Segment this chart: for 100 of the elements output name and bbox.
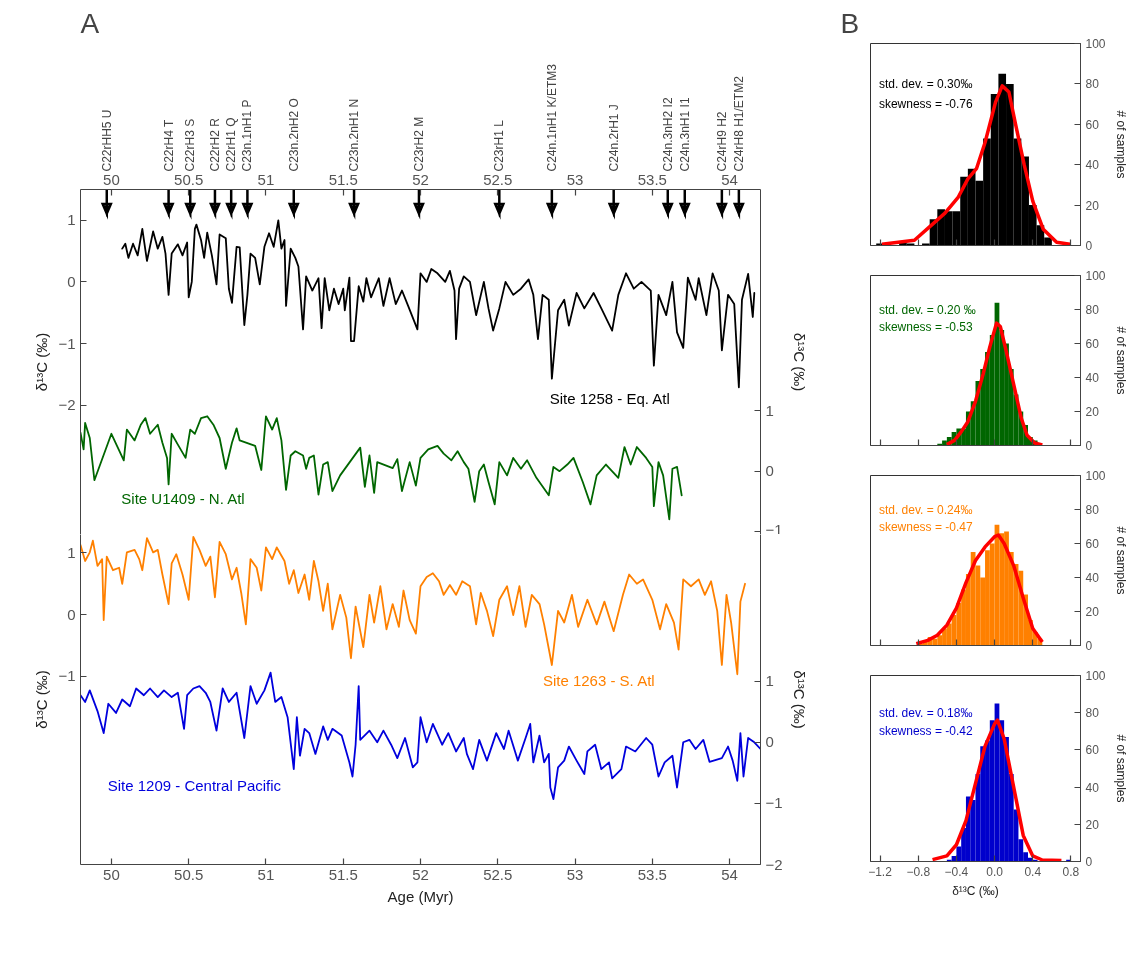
ref-line-label: C24n.1nH1 K/ETM3 — [544, 63, 559, 172]
ref-line-label: C24n.3nH1 I1 — [677, 97, 692, 172]
ref-line-label: C23n.2nH1 N — [347, 98, 362, 172]
x-tick-label: −0.8 — [906, 864, 931, 879]
series-label: Site 1209 - Central Pacific — [107, 776, 282, 794]
x-tick-label: 51 — [257, 865, 275, 883]
annotation: skewness = -0.53 — [878, 319, 973, 334]
y-tick-label: 80 — [1085, 706, 1100, 721]
y-tick-label: 1 — [67, 543, 76, 561]
y-tick-label: 0 — [67, 605, 76, 623]
y-axis-title: δ¹³C (‰) — [33, 670, 51, 729]
y-tick-label: 60 — [1085, 537, 1100, 551]
y-tick-label: −2 — [58, 396, 76, 414]
y-tick-label: 100 — [1085, 269, 1106, 283]
y-tick-label: 100 — [1085, 37, 1106, 51]
x-tick-label: 54 — [721, 170, 738, 188]
x-tick-label: 0.4 — [1024, 864, 1042, 879]
y-tick-label: 80 — [1085, 503, 1100, 517]
y-tick-label: 100 — [1085, 669, 1106, 683]
ref-line-label: C24rH9 H2 — [714, 111, 729, 172]
x-axis-title: Age (Myr) — [387, 887, 454, 905]
annotation: std. dev. = 0.20 ‰ — [878, 302, 976, 317]
annotation: std. dev. = 0.30‰ — [878, 76, 973, 91]
annotation: std. dev. = 0.24‰ — [878, 502, 973, 517]
annotation: skewness = -0.47 — [878, 519, 973, 534]
y-tick-label: 80 — [1085, 77, 1100, 92]
y-tick-label: 0 — [1085, 439, 1093, 453]
x-tick-label: 53 — [566, 865, 584, 883]
y-tick-label: 0 — [1085, 855, 1093, 869]
series-label: Site 1258 - Eq. Atl — [549, 390, 670, 408]
y-tick-label: 100 — [1085, 469, 1106, 483]
annotation: skewness = -0.42 — [878, 724, 973, 739]
y-tick-label: 0 — [1085, 639, 1093, 653]
x-tick-label: 50 — [103, 865, 120, 883]
y2-axis-title: δ¹³C (‰) — [790, 332, 808, 392]
y-tick-label: 40 — [1085, 571, 1100, 585]
y-tick-label: 0 — [67, 272, 76, 290]
ref-line-label: C22rH2 R — [207, 117, 222, 172]
y2-tick-label: −1 — [765, 520, 783, 538]
y-tick-label: −1 — [58, 667, 76, 685]
x-tick-label: 52 — [412, 865, 429, 883]
y-tick-label: 20 — [1085, 605, 1100, 619]
x-tick-label: 51 — [257, 170, 275, 188]
ref-line-label: C23rH2 M — [411, 116, 426, 172]
ref-line-label: C23rH1 L — [492, 119, 507, 172]
ref-line-label: C24n.3nH2 I2 — [660, 97, 675, 172]
y-tick-label: 20 — [1085, 198, 1100, 213]
y2-tick-label: 0 — [765, 462, 774, 480]
annotation: skewness = -0.76 — [878, 97, 973, 112]
y-axis-title: # of samples — [1113, 734, 1128, 803]
y-tick-label: 0 — [1085, 239, 1093, 253]
x-tick-label: 53.5 — [637, 865, 667, 883]
ref-line-label: C23n.2nH2 O — [286, 98, 301, 172]
y-tick-label: 1 — [67, 211, 76, 229]
ref-line-label: C22rH3 S — [183, 118, 198, 172]
y-tick-label: 40 — [1085, 158, 1100, 173]
ref-line-label: C22rH4 T — [161, 119, 176, 172]
ref-line-label: C24rH8 H1/ETM2 — [731, 75, 746, 172]
x-tick-label: 51.5 — [328, 865, 358, 883]
y-tick-label: −1 — [58, 334, 76, 352]
y-tick-label: 60 — [1085, 117, 1100, 132]
x-tick-label: 53.5 — [637, 170, 667, 188]
y2-tick-label: −2 — [765, 855, 783, 873]
x-tick-label: 0.8 — [1062, 864, 1080, 879]
y-tick-label: 60 — [1085, 743, 1100, 758]
x-tick-label: 54 — [721, 865, 738, 883]
ref-line-label: C24n.2rH1 J — [606, 104, 621, 172]
x-axis-title: δ¹³C (‰) — [952, 883, 999, 898]
y-tick-label: 20 — [1085, 817, 1100, 832]
x-tick-label: 52.5 — [483, 865, 513, 883]
y-axis-title: # of samples — [1113, 110, 1128, 179]
y-tick-label: 40 — [1085, 780, 1100, 795]
x-tick-label: 50.5 — [174, 170, 204, 188]
ref-line-label: C23n.1nH1 P — [240, 99, 255, 172]
ref-line-label: C22rHH5 U — [99, 109, 114, 172]
ref-line-label: C22rH1 Q — [224, 117, 239, 172]
series-label: Site 1263 - S. Atl — [542, 671, 655, 689]
y-tick-label: 60 — [1085, 337, 1100, 351]
y-tick-label: 40 — [1085, 371, 1100, 385]
x-tick-label: −0.4 — [944, 864, 969, 879]
series-label: Site U1409 - N. Atl — [121, 489, 245, 507]
x-tick-label: 50.5 — [174, 865, 204, 883]
y-tick-label: 20 — [1085, 405, 1100, 419]
annotation: std. dev. = 0.18‰ — [878, 705, 973, 720]
chart-title: A — [80, 7, 100, 39]
y-axis-title: # of samples — [1113, 326, 1128, 395]
y2-tick-label: 0 — [765, 733, 774, 751]
x-tick-label: 51.5 — [328, 170, 358, 188]
y-axis-title: δ¹³C (‰) — [33, 332, 51, 392]
chart-title: B — [840, 7, 860, 39]
y2-tick-label: 1 — [765, 672, 774, 690]
y2-tick-label: −1 — [765, 794, 783, 812]
x-tick-label: 52 — [412, 170, 429, 188]
y2-tick-label: 1 — [765, 401, 774, 419]
x-tick-label: −1.2 — [868, 864, 893, 879]
y-axis-title: # of samples — [1113, 526, 1128, 595]
y-tick-label: 80 — [1085, 303, 1100, 317]
x-tick-label: 0.0 — [986, 864, 1004, 879]
x-tick-label: 52.5 — [483, 170, 513, 188]
x-tick-label: 50 — [103, 170, 120, 188]
